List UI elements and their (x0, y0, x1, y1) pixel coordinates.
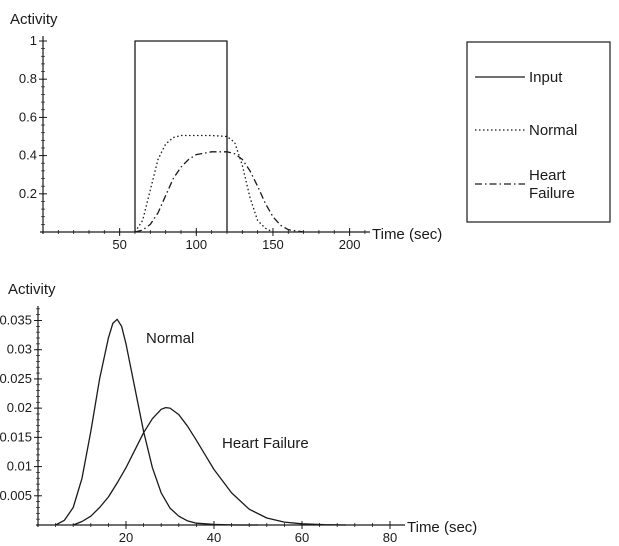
bottom-series-normal (55, 318, 258, 526)
bottom-y-tick-label: 0.005 (0, 488, 32, 503)
legend: Input Normal Heart Failure (466, 41, 611, 223)
bottom-x-tick-label: 60 (295, 530, 309, 545)
bottom-chart: 20 40 60 80 0.005 0.01 0.015 0.02 0.025 0.03 0.035… (0, 281, 477, 545)
legend-label-normal: Normal (529, 122, 577, 139)
bottom-y-tick-label: 0.015 (0, 429, 32, 444)
top-y-tick-label: 0.4 (19, 148, 37, 163)
top-x-tick-label: 200 (339, 237, 361, 252)
bottom-y-tick-label: 0.025 (0, 371, 32, 386)
top-x-tick-label: 50 (112, 237, 126, 252)
legend-label-input: Input (529, 69, 563, 86)
top-series-normal (134, 134, 274, 233)
legend-label-line: Heart (529, 167, 567, 184)
top-y-tick-label: 0.2 (19, 186, 37, 201)
bottom-ylabel: Activity (8, 281, 56, 298)
top-axes (40, 36, 370, 234)
legend-box (466, 41, 611, 223)
bottom-series (55, 318, 347, 526)
bottom-y-tick-label: 0.02 (7, 400, 32, 415)
bottom-x-tick-label: 20 (119, 530, 133, 545)
top-series (134, 40, 304, 233)
top-x-tick-label: 150 (262, 237, 284, 252)
bottom-x-tick-label: 40 (207, 530, 221, 545)
annotation-normal: Normal (146, 330, 194, 347)
top-y-tick-label: 0.6 (19, 109, 37, 124)
legend-label-heart-failure: Heart Failure (529, 167, 575, 202)
bottom-ticks: 20 40 60 80 0.005 0.01 0.015 0.02 0.025 0.03 0.035 (0, 308, 397, 545)
top-series-heart-failure (134, 151, 304, 233)
top-chart: 50 100 150 200 0.2 0.4 0.6 0.8 1 Activity Time (… (10, 11, 442, 252)
bottom-y-tick-label: 0.03 (7, 342, 32, 357)
top-series-input (134, 40, 228, 232)
legend-label-line: Failure (529, 185, 575, 202)
annotation-heart-failure: Heart Failure (222, 435, 309, 452)
top-ylabel: Activity (10, 11, 58, 28)
bottom-series-heart-failure (72, 406, 347, 526)
top-y-tick-label: 1 (30, 33, 37, 48)
top-xlabel: Time (sec) (372, 226, 442, 243)
bottom-xlabel: Time (sec) (407, 519, 477, 536)
top-x-tick-label: 100 (185, 237, 207, 252)
bottom-x-tick-label: 80 (383, 530, 397, 545)
top-ticks: 50 100 150 200 0.2 0.4 0.6 0.8 1 (19, 33, 366, 252)
bottom-y-tick-label: 0.035 (0, 312, 32, 327)
bottom-axes (36, 306, 405, 527)
top-y-tick-label: 0.8 (19, 71, 37, 86)
bottom-y-tick-label: 0.01 (7, 459, 32, 474)
